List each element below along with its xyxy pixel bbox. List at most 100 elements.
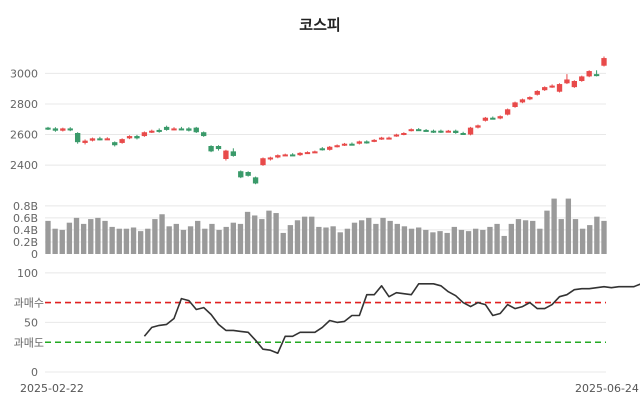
candle-body (75, 133, 80, 142)
candle-body (305, 152, 310, 154)
oscillator-tick-label: 0 (31, 366, 38, 379)
volume-bar (88, 219, 93, 254)
candle-body (208, 146, 213, 151)
volume-bar (95, 218, 100, 254)
candle-body (564, 79, 569, 83)
volume-bar (302, 217, 307, 254)
volume-tick-label: 0.4B (13, 224, 38, 237)
candle-body (60, 128, 65, 130)
candle-body (557, 84, 562, 92)
price-tick-label: 2600 (10, 129, 38, 142)
volume-bar (466, 231, 471, 254)
volume-bar (487, 227, 492, 254)
volume-bar (594, 217, 599, 254)
candle-body (186, 128, 191, 130)
candle-body (460, 133, 465, 135)
candle-body (194, 128, 199, 133)
oversold-label: 과매도 (14, 336, 44, 349)
volume-tick-label: 0.8B (13, 200, 38, 213)
volume-bar (480, 230, 485, 254)
volume-bar (387, 221, 392, 254)
candle-body (90, 138, 95, 140)
volume-bar (359, 220, 364, 254)
candle-body (498, 116, 503, 118)
volume-bar (473, 229, 478, 254)
volume-bar (395, 224, 400, 254)
candle-body (105, 138, 110, 140)
candle-body (45, 128, 50, 130)
candle-body (446, 131, 451, 133)
candle-body (275, 155, 280, 157)
candle-body (535, 91, 540, 95)
volume-bar (366, 218, 371, 254)
grid-layer (45, 73, 606, 372)
volume-bar (238, 224, 243, 254)
volume-bar (459, 230, 464, 254)
volume-bar (502, 236, 507, 254)
volume-bar (587, 225, 592, 254)
volume-bar (152, 219, 157, 254)
candle-body (171, 128, 176, 130)
candle-body (201, 132, 206, 136)
volume-bar (273, 213, 278, 254)
volume-bar (402, 226, 407, 254)
candle-body (231, 151, 236, 156)
volume-bar (423, 230, 428, 254)
volume-bar (281, 233, 286, 254)
candle-body (290, 154, 295, 156)
volume-bar (45, 221, 50, 254)
candle-body (490, 118, 495, 120)
volume-bar (188, 226, 193, 254)
volume-bar (60, 230, 65, 254)
candle-body (216, 146, 221, 149)
volume-bar (138, 231, 143, 254)
candle-body (82, 141, 87, 143)
volume-bar (573, 219, 578, 254)
candle-body (268, 157, 273, 159)
candle-body (112, 142, 117, 145)
volume-bar (181, 230, 186, 254)
x-start-label: 2025-02-22 (20, 382, 84, 395)
candle-body (431, 131, 436, 133)
price-tick-label: 2400 (10, 159, 38, 172)
candle-body (142, 132, 147, 136)
volume-bar (224, 227, 229, 254)
volume-bar (566, 199, 571, 254)
candle-body (97, 138, 102, 140)
volume-bar (202, 229, 207, 254)
volume-bar (231, 223, 236, 254)
candle-body (334, 145, 339, 147)
volume-bar (338, 232, 343, 254)
volume-bar (174, 224, 179, 254)
volume-bar (252, 215, 257, 254)
candle-body (475, 125, 480, 127)
candle-body (119, 139, 124, 143)
candle-body (283, 154, 288, 156)
volume-bar (544, 211, 549, 254)
volume-bar (330, 226, 335, 254)
oscillator-tick-label: 50 (24, 316, 38, 329)
volume-bar (195, 221, 200, 254)
overbought-label: 과매수 (14, 297, 44, 310)
price-tick-label: 3000 (10, 67, 38, 80)
candle-body (468, 128, 473, 135)
candle-body (416, 129, 421, 131)
candle-body (409, 129, 414, 131)
candle-body (379, 138, 384, 140)
candle-body (164, 127, 169, 130)
candle-body (423, 130, 428, 132)
candle-body (505, 109, 510, 114)
oscillator-tick-label: 100 (17, 267, 38, 280)
volume-bar (74, 218, 79, 254)
volume-bar (601, 221, 606, 254)
volume-bar (494, 224, 499, 254)
candle-body (245, 172, 250, 176)
volume-bar (530, 221, 535, 254)
volume-bar (102, 221, 107, 254)
candle-body (594, 74, 599, 76)
candle-body (253, 177, 258, 183)
candle-body (349, 144, 354, 146)
candle-body (179, 128, 184, 130)
candle-body (364, 141, 369, 143)
